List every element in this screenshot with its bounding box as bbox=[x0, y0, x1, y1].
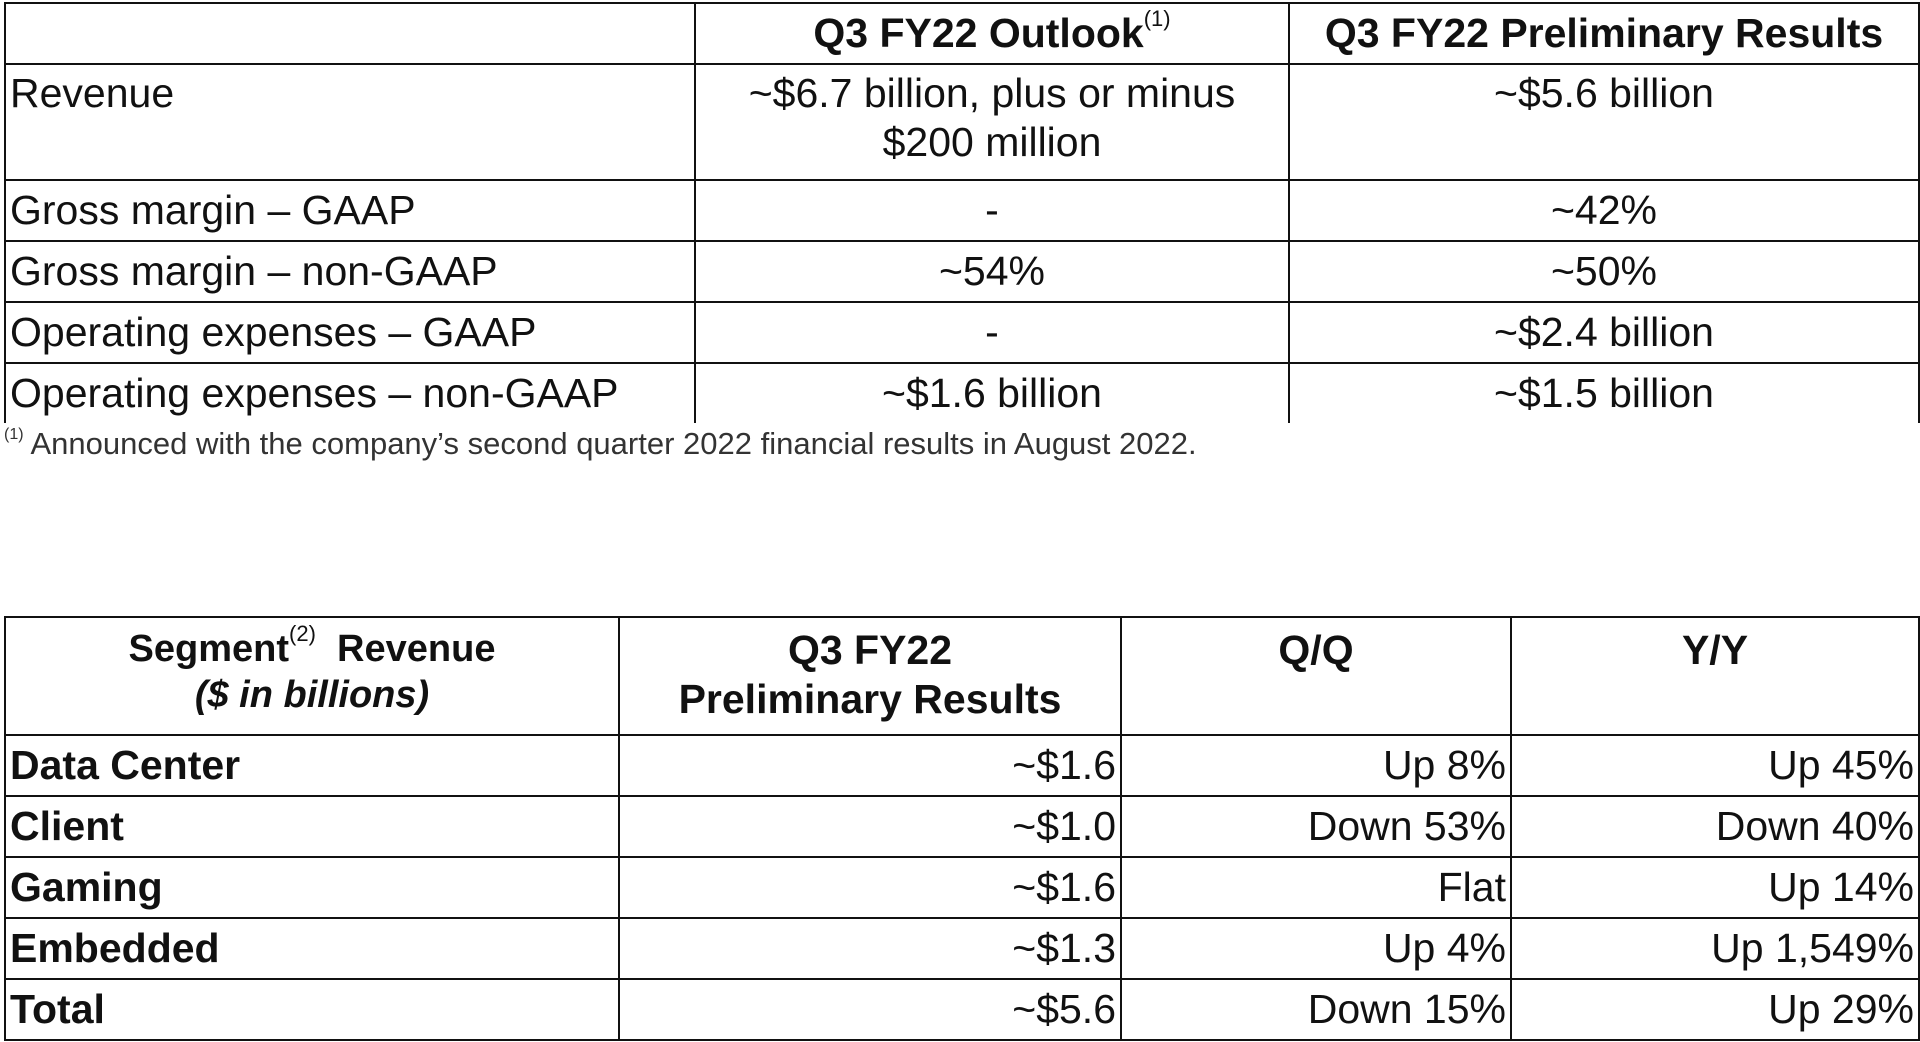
outlook-value: ~54% bbox=[694, 240, 1290, 303]
prelim-value: ~$1.5 billion bbox=[1288, 362, 1920, 423]
outlook-header-footnote-mark: (1) bbox=[1143, 6, 1171, 32]
outlook-value: - bbox=[694, 301, 1290, 364]
table-row: Client ~$1.0 Down 53% Down 40% bbox=[4, 795, 1920, 858]
footnote-text: Announced with the company’s second quar… bbox=[30, 426, 1197, 461]
row-label: Gross margin – non-GAAP bbox=[4, 240, 696, 303]
prelim-value: ~50% bbox=[1288, 240, 1920, 303]
segment-header-revenue: Revenue bbox=[337, 628, 496, 670]
segment-name: Data Center bbox=[4, 734, 620, 797]
segment-header: Segment(2) Revenue ($ in billions) bbox=[4, 616, 620, 736]
prelim-value: ~$5.6 billion bbox=[1288, 63, 1920, 181]
segment-qq: Up 8% bbox=[1120, 734, 1512, 797]
footnote: (1) Announced with the company’s second … bbox=[4, 424, 1197, 464]
segment-yy: Up 45% bbox=[1510, 734, 1920, 797]
table-row: Gross margin – GAAP - ~42% bbox=[4, 179, 1920, 242]
prelim-value: ~42% bbox=[1288, 179, 1920, 242]
segment-qq: Down 53% bbox=[1120, 795, 1512, 858]
segment-prelim: ~$1.3 bbox=[618, 917, 1122, 980]
segment-qq: Down 15% bbox=[1120, 978, 1512, 1041]
segment-name: Client bbox=[4, 795, 620, 858]
segment-yy: Up 29% bbox=[1510, 978, 1920, 1041]
table-row: Operating expenses – non-GAAP ~$1.6 bill… bbox=[4, 362, 1920, 423]
row-label: Revenue bbox=[4, 63, 696, 181]
segment-name: Gaming bbox=[4, 856, 620, 919]
row-label: Operating expenses – non-GAAP bbox=[4, 362, 696, 423]
segment-yy: Up 1,549% bbox=[1510, 917, 1920, 980]
segment-name: Total bbox=[4, 978, 620, 1041]
segment-header-footnote-mark: (2) bbox=[289, 621, 316, 647]
prelim-value: ~$2.4 billion bbox=[1288, 301, 1920, 364]
segment-prelim: ~$1.6 bbox=[618, 856, 1122, 919]
segment-yy: Up 14% bbox=[1510, 856, 1920, 919]
footnote-mark: (1) bbox=[4, 425, 24, 443]
outlook-value: ~$1.6 billion bbox=[694, 362, 1290, 423]
segment-prelim: ~$1.0 bbox=[618, 795, 1122, 858]
prelim-header-line1: Q3 FY22 bbox=[787, 627, 953, 673]
outlook-header-outlook: Q3 FY22 Outlook(1) bbox=[694, 2, 1290, 65]
table-row: Gross margin – non-GAAP ~54% ~50% bbox=[4, 240, 1920, 303]
segment-qq: Up 4% bbox=[1120, 917, 1512, 980]
row-label: Gross margin – GAAP bbox=[4, 179, 696, 242]
table-row: Revenue ~$6.7 billion, plus or minus $20… bbox=[4, 63, 1920, 181]
outlook-header-outlook-text: Q3 FY22 Outlook bbox=[813, 10, 1144, 56]
segment-header-row: Segment(2) Revenue ($ in billions) Q3 FY… bbox=[4, 616, 1920, 736]
segment-prelim: ~$1.6 bbox=[618, 734, 1122, 797]
outlook-header-row: Q3 FY22 Outlook(1) Q3 FY22 Preliminary R… bbox=[4, 2, 1920, 65]
outlook-value: - bbox=[694, 179, 1290, 242]
outlook-header-prelim: Q3 FY22 Preliminary Results bbox=[1288, 2, 1920, 65]
qq-header: Q/Q bbox=[1120, 616, 1512, 736]
table-row: Embedded ~$1.3 Up 4% Up 1,549% bbox=[4, 917, 1920, 980]
segment-qq: Flat bbox=[1120, 856, 1512, 919]
segment-header-units: ($ in billions) bbox=[194, 674, 430, 716]
outlook-table: Q3 FY22 Outlook(1) Q3 FY22 Preliminary R… bbox=[4, 2, 1920, 423]
outlook-header-blank bbox=[4, 2, 696, 65]
outlook-value: ~$6.7 billion, plus or minus $200 millio… bbox=[694, 63, 1290, 181]
segment-header-label: Segment bbox=[128, 628, 290, 670]
segment-yy: Down 40% bbox=[1510, 795, 1920, 858]
prelim-header-line2: Preliminary Results bbox=[678, 676, 1062, 722]
prelim-header: Q3 FY22 Preliminary Results bbox=[618, 616, 1122, 736]
table-row: Gaming ~$1.6 Flat Up 14% bbox=[4, 856, 1920, 919]
row-label: Operating expenses – GAAP bbox=[4, 301, 696, 364]
segment-name: Embedded bbox=[4, 917, 620, 980]
segment-prelim: ~$5.6 bbox=[618, 978, 1122, 1041]
table-row: Total ~$5.6 Down 15% Up 29% bbox=[4, 978, 1920, 1041]
table-row: Operating expenses – GAAP - ~$2.4 billio… bbox=[4, 301, 1920, 364]
table-row: Data Center ~$1.6 Up 8% Up 45% bbox=[4, 734, 1920, 797]
yy-header: Y/Y bbox=[1510, 616, 1920, 736]
segment-revenue-table: Segment(2) Revenue ($ in billions) Q3 FY… bbox=[4, 616, 1920, 1041]
